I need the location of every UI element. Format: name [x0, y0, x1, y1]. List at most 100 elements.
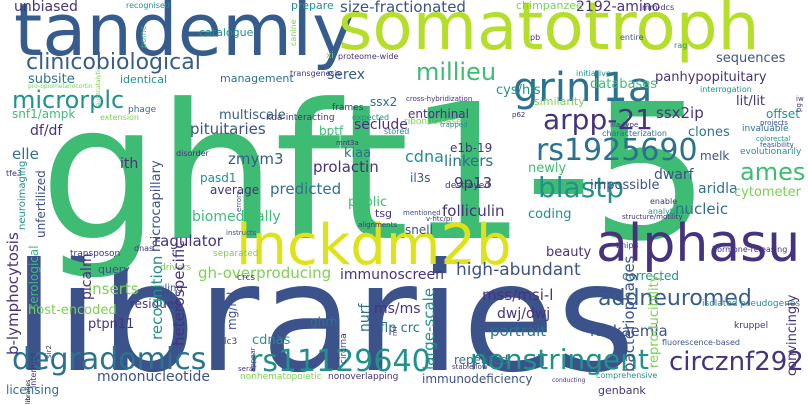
word-neuroimaging: neuroimaging — [18, 161, 28, 230]
word-clones: clones — [688, 126, 730, 139]
word-dwarf: dwarf — [654, 168, 694, 182]
word-immunodeficiency: immunodeficiency — [422, 373, 532, 385]
word-expected: expected — [352, 114, 389, 122]
word-cdna: cdna — [405, 149, 444, 165]
word-iw: iw — [796, 96, 804, 103]
word-stable-low: stable/low — [452, 364, 488, 371]
word-lc3: lc3 — [224, 338, 237, 347]
word-genbank: genbank — [598, 385, 646, 396]
word-recognition: recognition — [150, 256, 165, 340]
word-initiative: initiative — [576, 70, 611, 78]
word-inserts: inserts — [88, 282, 139, 297]
word-il3s: il3s — [410, 172, 431, 184]
word-nonoverlapping: nonoverlapping — [328, 373, 398, 382]
word-similarity: similarity — [534, 96, 585, 107]
word-alignments: alignments — [358, 222, 397, 229]
word-gh-overproducing: gh-overproducing — [198, 266, 331, 281]
word-tsg: tsg — [375, 208, 392, 219]
word-portrait: portrait — [490, 324, 546, 339]
word-sequences: sequences — [716, 52, 785, 65]
word-ames: ames — [740, 160, 805, 184]
word-databases: databases — [590, 78, 657, 91]
word-destroyed: destroyed — [445, 182, 490, 191]
word-clinicobiological: clinicobiological — [26, 52, 201, 74]
word-lit-lit: lit/lit — [736, 95, 765, 108]
word-ms-ms: ms/ms — [374, 302, 421, 316]
word-serological: serological — [28, 245, 40, 310]
word-ghrh: ghrh — [310, 316, 338, 328]
word-b-lymphocytosis: b-lymphocytosis — [6, 232, 21, 355]
word-mss-msi-l: mss/msi-l — [482, 288, 553, 303]
word-circznf292: circznf292 — [669, 349, 804, 375]
word-errors: errors — [236, 191, 243, 212]
word-disorder: disorder — [176, 150, 209, 158]
word-df-df: df/df — [30, 124, 62, 138]
word-recognised: recognised — [126, 2, 170, 10]
word-ptpn11: ptpn11 — [88, 318, 134, 331]
word-size-fractionated: size-fractionated — [340, 0, 466, 15]
word-canine: canine — [290, 19, 298, 46]
word-iiia-type: iiia-type — [610, 122, 638, 129]
word-crcs: crcs — [237, 274, 255, 283]
word-transgenesis: transgenesis — [290, 70, 341, 78]
word-stored: stored — [384, 128, 409, 136]
word-snf1-ampk: snf1/ampk — [12, 108, 75, 120]
word-extension: extension — [100, 114, 139, 122]
word-mss-dummy: nrf — [392, 326, 399, 336]
word-reproducibility: reproducibility — [648, 275, 661, 368]
word-instructs: instructs — [226, 230, 256, 237]
word-newly: newly — [528, 162, 566, 175]
word-management: management — [220, 73, 294, 84]
word-frames: frames — [332, 104, 363, 113]
word-bnip3: bnip3 — [616, 242, 639, 250]
word-prolactin: prolactin — [313, 160, 379, 175]
word-characterization: characterization — [602, 130, 667, 138]
word-host-encoded: host-encoded — [28, 304, 117, 317]
word-ith: ith — [120, 157, 138, 171]
word-aridla: aridla — [698, 182, 738, 196]
word-panhypopituitary: panhypopituitary — [655, 71, 767, 84]
word-pb: pb — [530, 34, 540, 42]
word-impossible: impossible — [590, 179, 660, 192]
word-fluorescence-based: fluorescence-based — [662, 339, 740, 347]
word-catalogue: catalogue — [199, 27, 253, 38]
word-large-scale: large-scale — [422, 288, 437, 370]
word-unbiased: unbiased — [14, 0, 78, 14]
word-trapped: trapped — [440, 122, 468, 129]
word-pro-opiomelanocortin: pro-opiomelanocortin — [28, 84, 93, 90]
word-autocatalytic: autocatalytic — [96, 67, 102, 106]
word-transposon: transposon — [70, 250, 120, 259]
word-isolated: isolated — [702, 300, 738, 309]
word-mnt3a: mnt3a — [336, 140, 359, 147]
word-kruppel: kruppel — [734, 322, 768, 331]
word-high-abundant: high-abundant — [456, 262, 581, 279]
word-ssx2ip: ssx2ip — [656, 106, 704, 121]
word-appear: appear — [250, 347, 257, 372]
word-prepare: prepare — [291, 0, 334, 11]
word-identical: identical — [120, 74, 167, 85]
word-projects: projects — [760, 120, 788, 127]
word-feasibility: feasibility — [760, 142, 794, 149]
word-melk: melk — [700, 150, 729, 162]
word-chimpanzee: chimpanzee — [516, 0, 583, 11]
word-interrupt: interrupt — [30, 353, 38, 388]
word-pg: pg — [796, 103, 803, 112]
word-unfertilized: unfertilized — [35, 170, 47, 238]
word-proteome-wide: proteome-wide — [338, 53, 398, 61]
word-heterospecific: heterospecific — [172, 240, 187, 346]
word-circrna: circrna — [340, 333, 349, 364]
word-bptf: bptf — [319, 125, 343, 137]
word-cdnas: cdnas — [252, 334, 290, 347]
word-predicted: predicted — [270, 182, 341, 197]
word-p62: p62 — [512, 112, 525, 119]
word-evolutionarily: evolutionarily — [740, 148, 801, 157]
word-hormone-releasing: hormone-releasing — [712, 246, 787, 254]
word-kda-interacting: kda-interacting — [266, 114, 335, 123]
word-microcapillary: microcapillary — [150, 160, 163, 252]
word-cross-hybridization: cross-hybridization — [406, 96, 472, 103]
word-pituitaries: pituitaries — [190, 122, 266, 137]
word-v-fitc-pi: v-fitc/pi — [426, 216, 452, 223]
word-sir2: sir2 — [46, 345, 53, 358]
word-immunoscreen: immunoscreen — [340, 268, 444, 282]
